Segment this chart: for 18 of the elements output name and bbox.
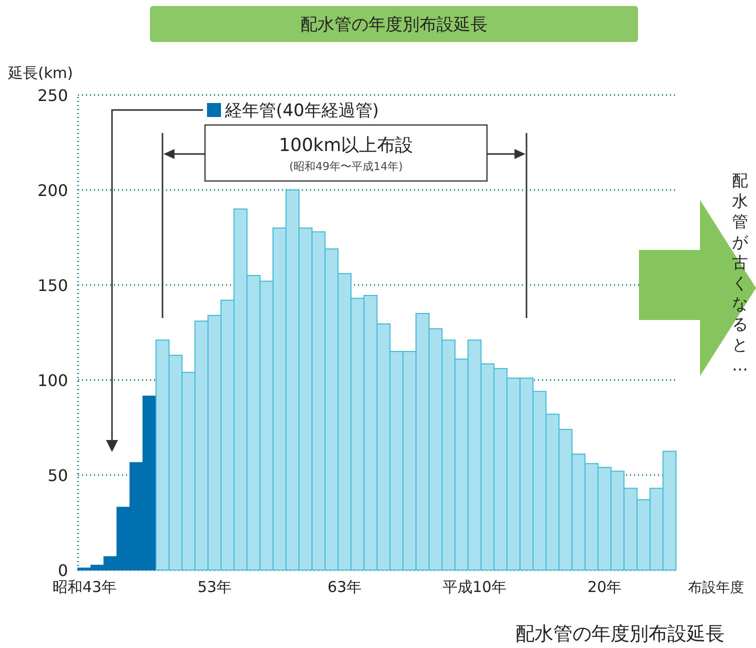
x-tick-label: 昭和43年 <box>52 578 117 596</box>
x-tick-label: 53年 <box>197 578 232 596</box>
x-tick-label: 20年 <box>587 578 622 596</box>
y-tick-label: 150 <box>37 276 68 295</box>
x-axis-title: 布設年度 <box>688 580 744 596</box>
x-tick-label: 平成10年 <box>442 578 507 596</box>
x-tick-label: 63年 <box>327 578 362 596</box>
y-tick-label: 250 <box>37 86 68 105</box>
text: 配水管の年度別布設延長 <box>516 623 724 645</box>
y-tick-label: 100 <box>37 371 68 390</box>
chart-title: 配水管の年度別布設延長 <box>300 15 488 35</box>
y-axis-title: 延長(km) <box>7 64 74 82</box>
y-tick-label: 50 <box>48 466 68 485</box>
annotation: (昭和49年〜平成14年) <box>289 160 403 173</box>
y-tick-label: 200 <box>37 181 68 200</box>
y-tick-label: 0 <box>58 561 68 580</box>
legend-label: 経年管(40年経過管) <box>224 101 379 121</box>
annotation: 100km以上布設 <box>278 135 414 156</box>
